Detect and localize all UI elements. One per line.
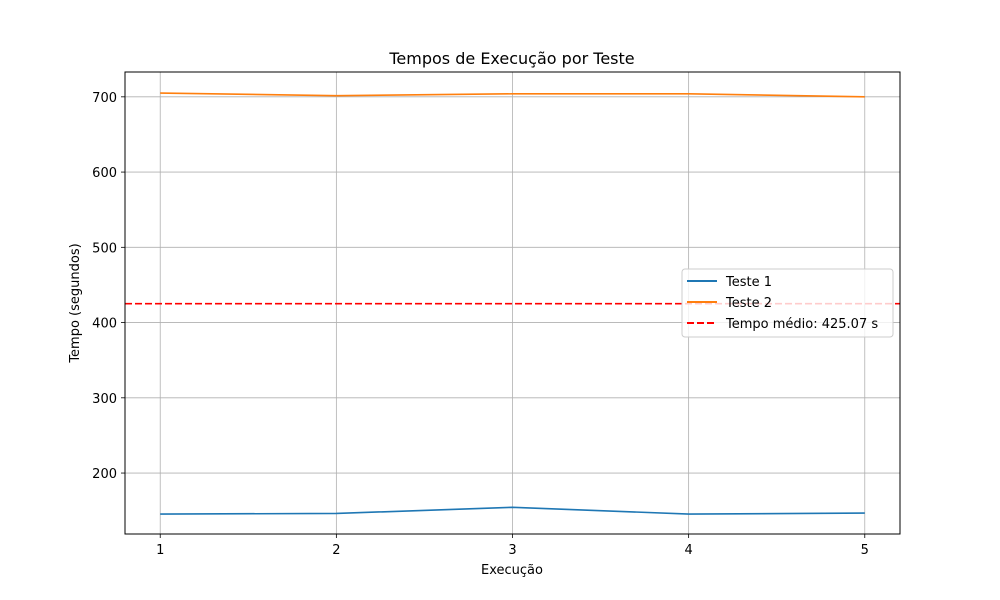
y-tick-label: 400 (92, 317, 117, 332)
legend-label-teste-1: Teste 1 (725, 275, 772, 290)
legend-label-teste-2: Teste 2 (725, 296, 772, 311)
y-axis-label: Tempo (segundos) (68, 243, 83, 363)
y-tick-label: 300 (92, 392, 117, 407)
legend-label-mean-line: Tempo médio: 425.07 s (725, 317, 878, 332)
grid (125, 72, 900, 534)
series-line-teste-2 (160, 92, 865, 98)
x-tick-label: 2 (332, 543, 340, 558)
x-tick-label: 5 (861, 543, 869, 558)
y-tick-label: 500 (92, 241, 117, 256)
legend: Teste 1 Teste 2 Tempo médio: 425.07 s (681, 268, 894, 338)
series-line-teste-1 (160, 506, 865, 515)
legend-box (681, 268, 894, 338)
x-tick-label: 3 (508, 543, 516, 558)
chart-title: Tempos de Execução por Teste (388, 49, 634, 68)
y-tick-label: 600 (92, 166, 117, 181)
x-axis-label: Execução (481, 563, 543, 578)
y-tick-label: 200 (92, 467, 117, 482)
tick-layer: 1 2 3 4 5 200 300 400 500 600 700 (92, 91, 869, 558)
x-tick-label: 1 (156, 543, 164, 558)
y-tick-label: 700 (92, 91, 117, 106)
x-tick-label: 4 (684, 543, 692, 558)
